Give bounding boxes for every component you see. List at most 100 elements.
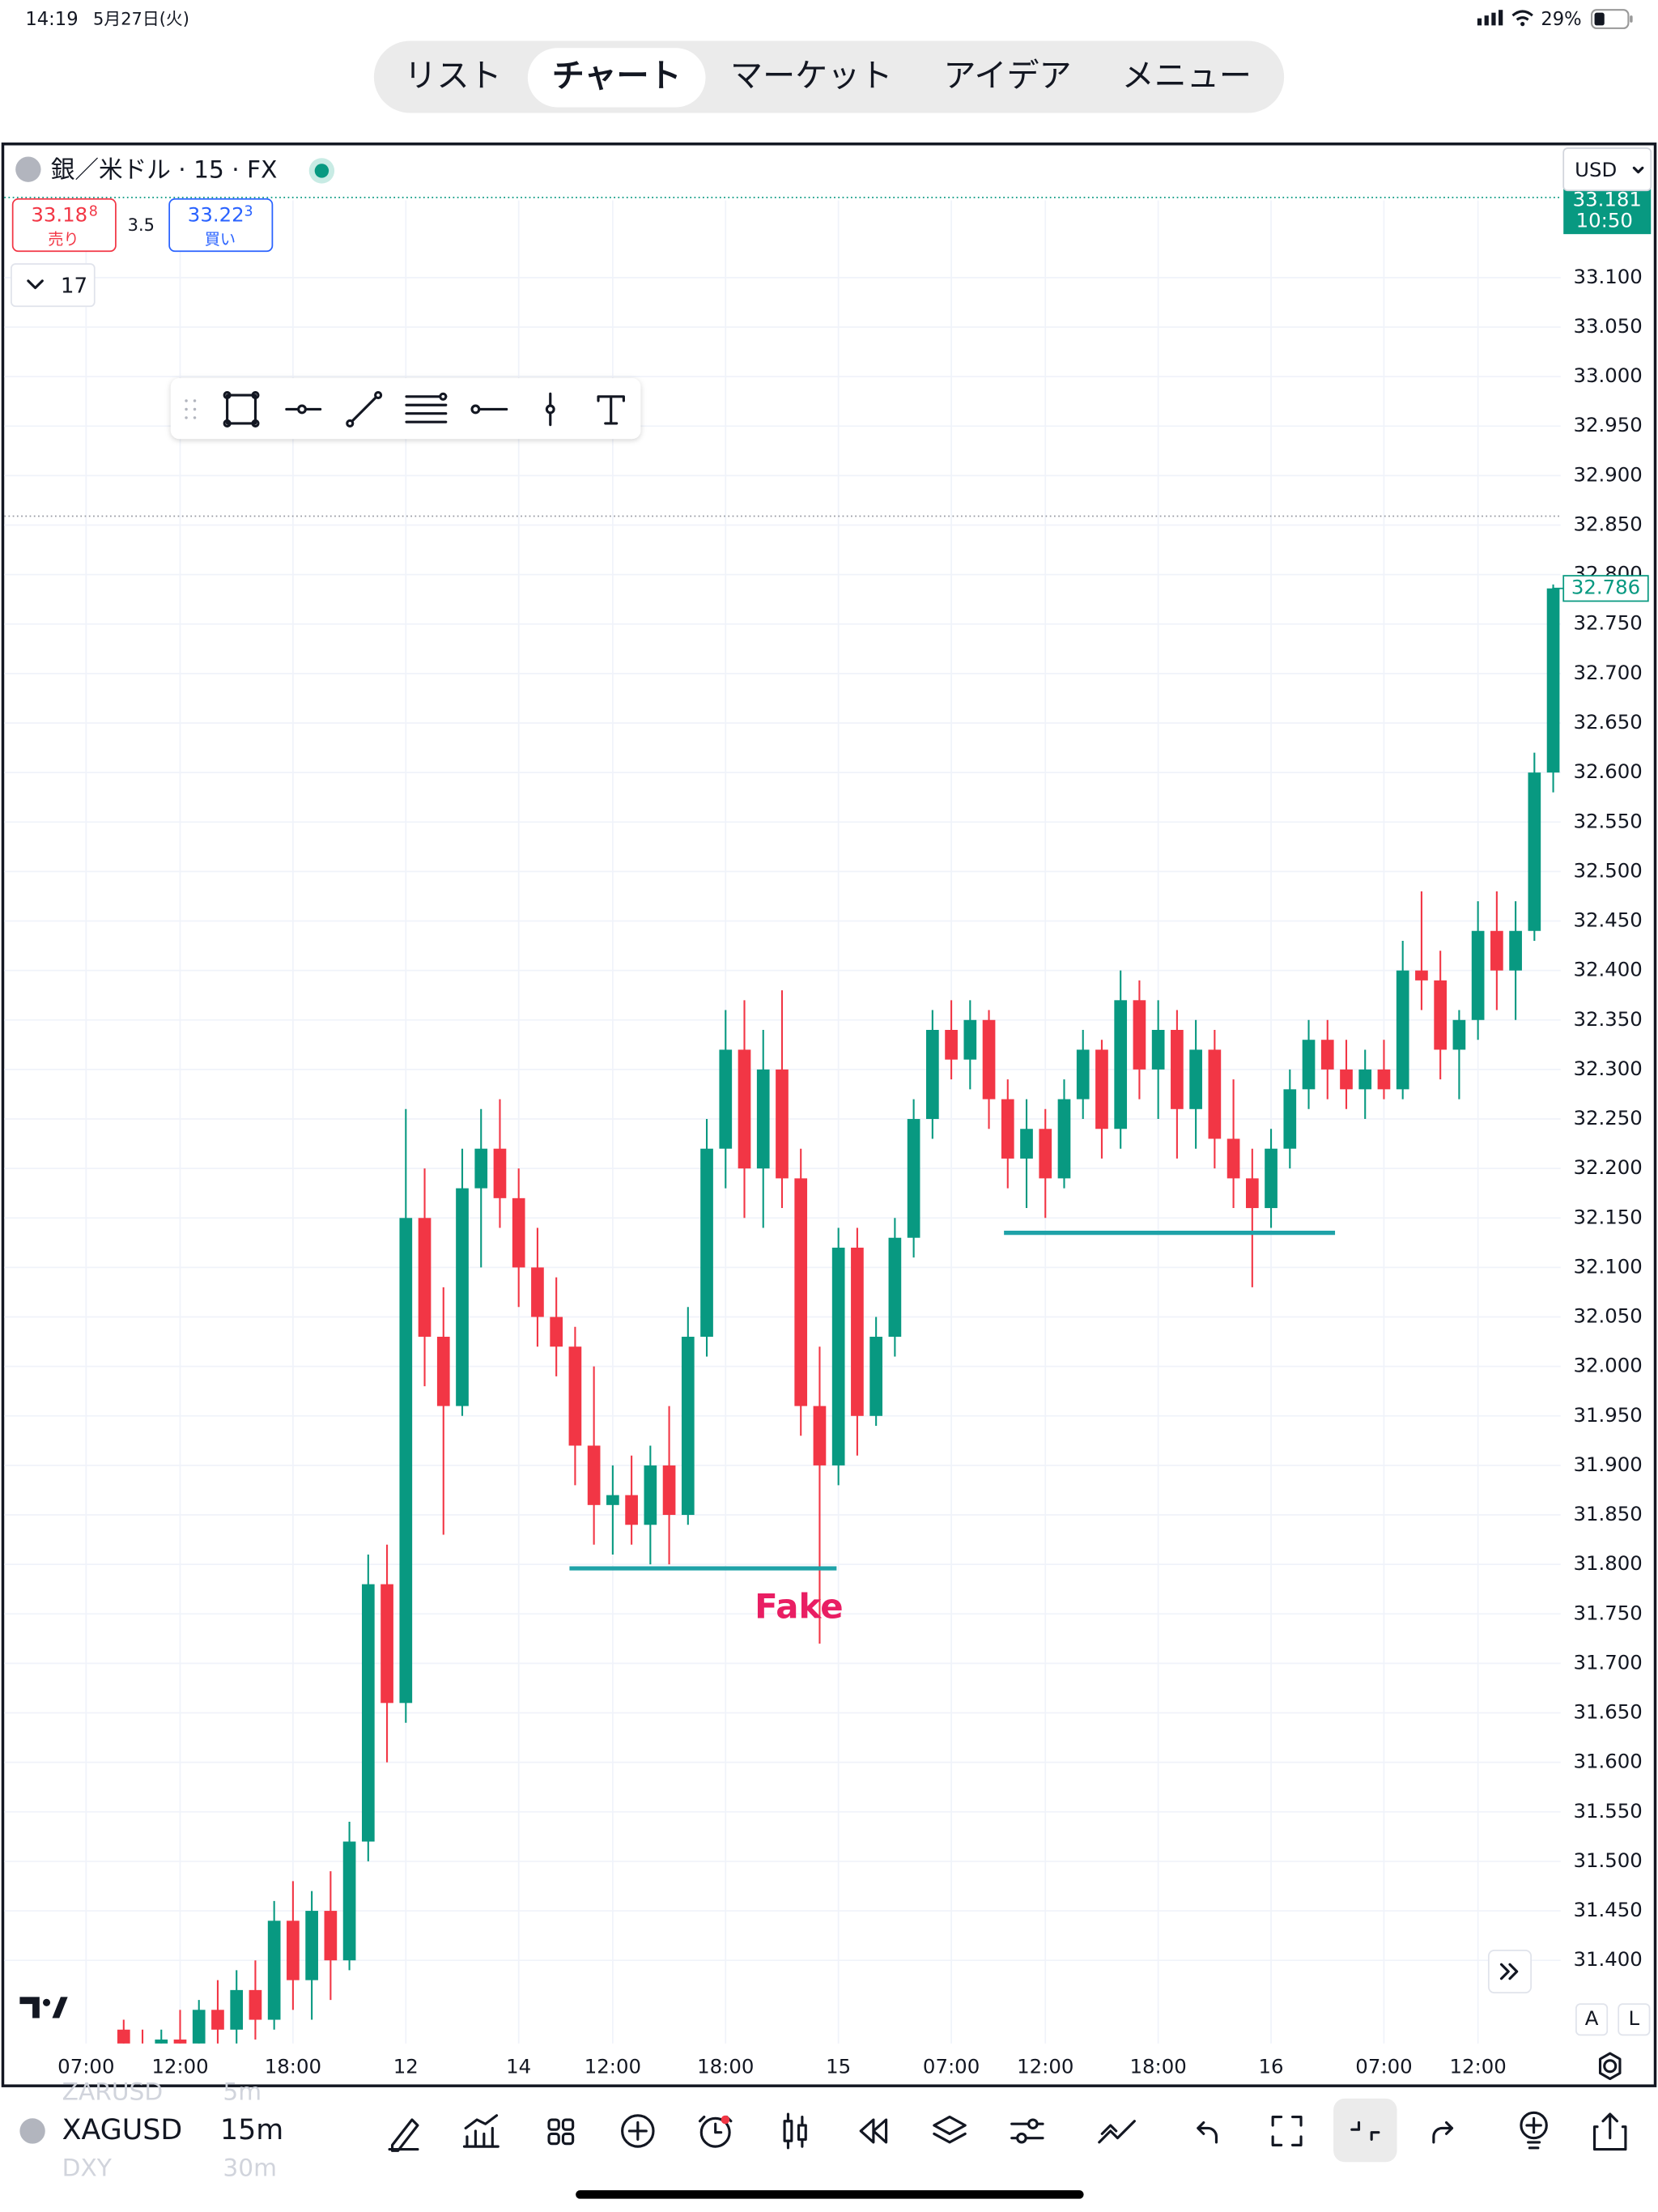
y-tick-label: 32.250	[1573, 1106, 1642, 1129]
tab[interactable]: リスト	[404, 57, 501, 95]
next-interval[interactable]: 30m	[223, 2154, 277, 2182]
sell-button[interactable]	[11, 198, 117, 253]
symbol-icon	[19, 2118, 45, 2144]
candle-body	[1151, 1029, 1165, 1070]
candle-body	[155, 2039, 168, 2044]
add-button[interactable]	[621, 2114, 655, 2148]
tool-ray[interactable]	[470, 404, 508, 415]
alert-button[interactable]	[698, 2115, 733, 2148]
candle-body	[1189, 1049, 1202, 1109]
sell-price: 33.18	[31, 203, 87, 227]
tool-vertical-line[interactable]	[545, 392, 555, 427]
tool-horizontal-ray[interactable]	[285, 404, 322, 415]
redo-button[interactable]	[1432, 2121, 1454, 2144]
strategy-button[interactable]	[1098, 2120, 1136, 2144]
candle-body	[738, 1049, 751, 1169]
candle-body	[1490, 930, 1503, 971]
y-tick-label: 31.400	[1573, 1947, 1642, 1971]
tab[interactable]: マーケット	[730, 57, 892, 95]
x-tick-label: 07:00	[923, 2055, 980, 2078]
indicator-toggle[interactable]	[11, 263, 96, 308]
y-tick-label: 31.450	[1573, 1898, 1642, 1921]
status-time: 14:19	[25, 9, 78, 30]
candle-body	[173, 2039, 187, 2044]
spread: 3.5	[128, 215, 155, 235]
tool-fib[interactable]	[405, 392, 448, 423]
candle-body	[945, 1029, 958, 1060]
x-tick-label: 16	[1259, 2055, 1284, 2078]
draw-button[interactable]	[388, 2118, 419, 2152]
chevrons	[1499, 1963, 1519, 1980]
candle-body	[1528, 772, 1541, 931]
candle-body	[136, 2049, 149, 2059]
fullscreen-button[interactable]	[1271, 2115, 1303, 2146]
currency-button[interactable]	[1562, 147, 1652, 192]
candle-body	[1396, 970, 1409, 1090]
candle-body	[1039, 1129, 1052, 1179]
x-tick-label: 07:00	[1355, 2055, 1412, 2078]
prev-symbol[interactable]: ZARUSD	[62, 2077, 163, 2105]
y-tick-label: 32.350	[1573, 1007, 1642, 1031]
ask-price-box	[1563, 189, 1652, 235]
buy-label: 買い	[205, 230, 236, 249]
candle-body	[1415, 970, 1428, 981]
candle-body	[1265, 1148, 1278, 1209]
candle-body	[794, 1178, 808, 1406]
candle-body	[1133, 1000, 1146, 1070]
annotation: Fake	[755, 1587, 843, 1627]
axis-button[interactable]	[1575, 2003, 1609, 2036]
candle-body	[662, 1465, 676, 1516]
layout-button[interactable]	[547, 2118, 575, 2146]
share-button[interactable]	[1592, 2112, 1627, 2151]
collapse-button[interactable]	[1350, 2121, 1380, 2141]
candle-body	[531, 1267, 544, 1317]
candle-body	[1171, 1029, 1184, 1109]
tool-text[interactable]	[597, 395, 625, 425]
candle-body	[493, 1148, 507, 1198]
tab[interactable]: チャート	[552, 57, 682, 95]
prev-interval[interactable]: 5m	[223, 2077, 261, 2105]
x-tick-label: 14	[506, 2055, 531, 2078]
chart-type-button[interactable]	[783, 2112, 807, 2150]
indicators-button[interactable]	[462, 2114, 500, 2148]
symbol-icon	[15, 156, 41, 182]
scroll-to-realtime[interactable]	[1487, 1949, 1533, 1994]
drag-handle[interactable]	[185, 399, 197, 419]
tab-active-bg	[527, 48, 706, 108]
candle-body	[436, 1336, 450, 1406]
next-symbol[interactable]: DXY	[62, 2154, 113, 2182]
y-tick-label: 33.050	[1573, 314, 1642, 338]
tool-trend-line[interactable]	[346, 390, 383, 428]
toolbar-bg	[170, 378, 641, 440]
candle-body	[1226, 1138, 1240, 1179]
axis-button[interactable]	[1618, 2003, 1651, 2036]
y-tick-label: 31.750	[1573, 1601, 1642, 1624]
x-tick-label: 12:00	[585, 2055, 641, 2078]
tool-rectangle[interactable]	[223, 390, 260, 428]
interval[interactable]: 15m	[220, 2114, 283, 2146]
y-tick-label: 32.150	[1573, 1205, 1642, 1228]
candle-body	[1320, 1040, 1334, 1070]
tab[interactable]: アイデア	[943, 57, 1071, 95]
candle-body	[267, 1921, 281, 2020]
market-status[interactable]	[314, 164, 329, 178]
tab[interactable]: メニュー	[1122, 57, 1252, 95]
replay-button[interactable]	[859, 2118, 888, 2144]
tv-logo[interactable]	[19, 1997, 68, 2018]
ideas-button[interactable]	[1520, 2111, 1548, 2150]
x-tick-label: 12:00	[151, 2055, 208, 2078]
buy-button[interactable]	[168, 198, 274, 253]
layers-button[interactable]	[933, 2115, 967, 2144]
chart-settings[interactable]	[1598, 2052, 1622, 2081]
settings-button[interactable]	[1010, 2118, 1044, 2144]
symbol[interactable]: XAGUSD	[62, 2114, 183, 2146]
candle-body	[1001, 1099, 1014, 1159]
undo-button[interactable]	[1197, 2121, 1218, 2144]
symbol-title[interactable]: 銀／米ドル · 15 · FX	[51, 155, 278, 183]
y-tick-label: 32.000	[1573, 1354, 1642, 1377]
buy-price: 33.22	[188, 203, 244, 227]
candle-body	[230, 1989, 244, 2030]
candle-body	[568, 1346, 582, 1446]
